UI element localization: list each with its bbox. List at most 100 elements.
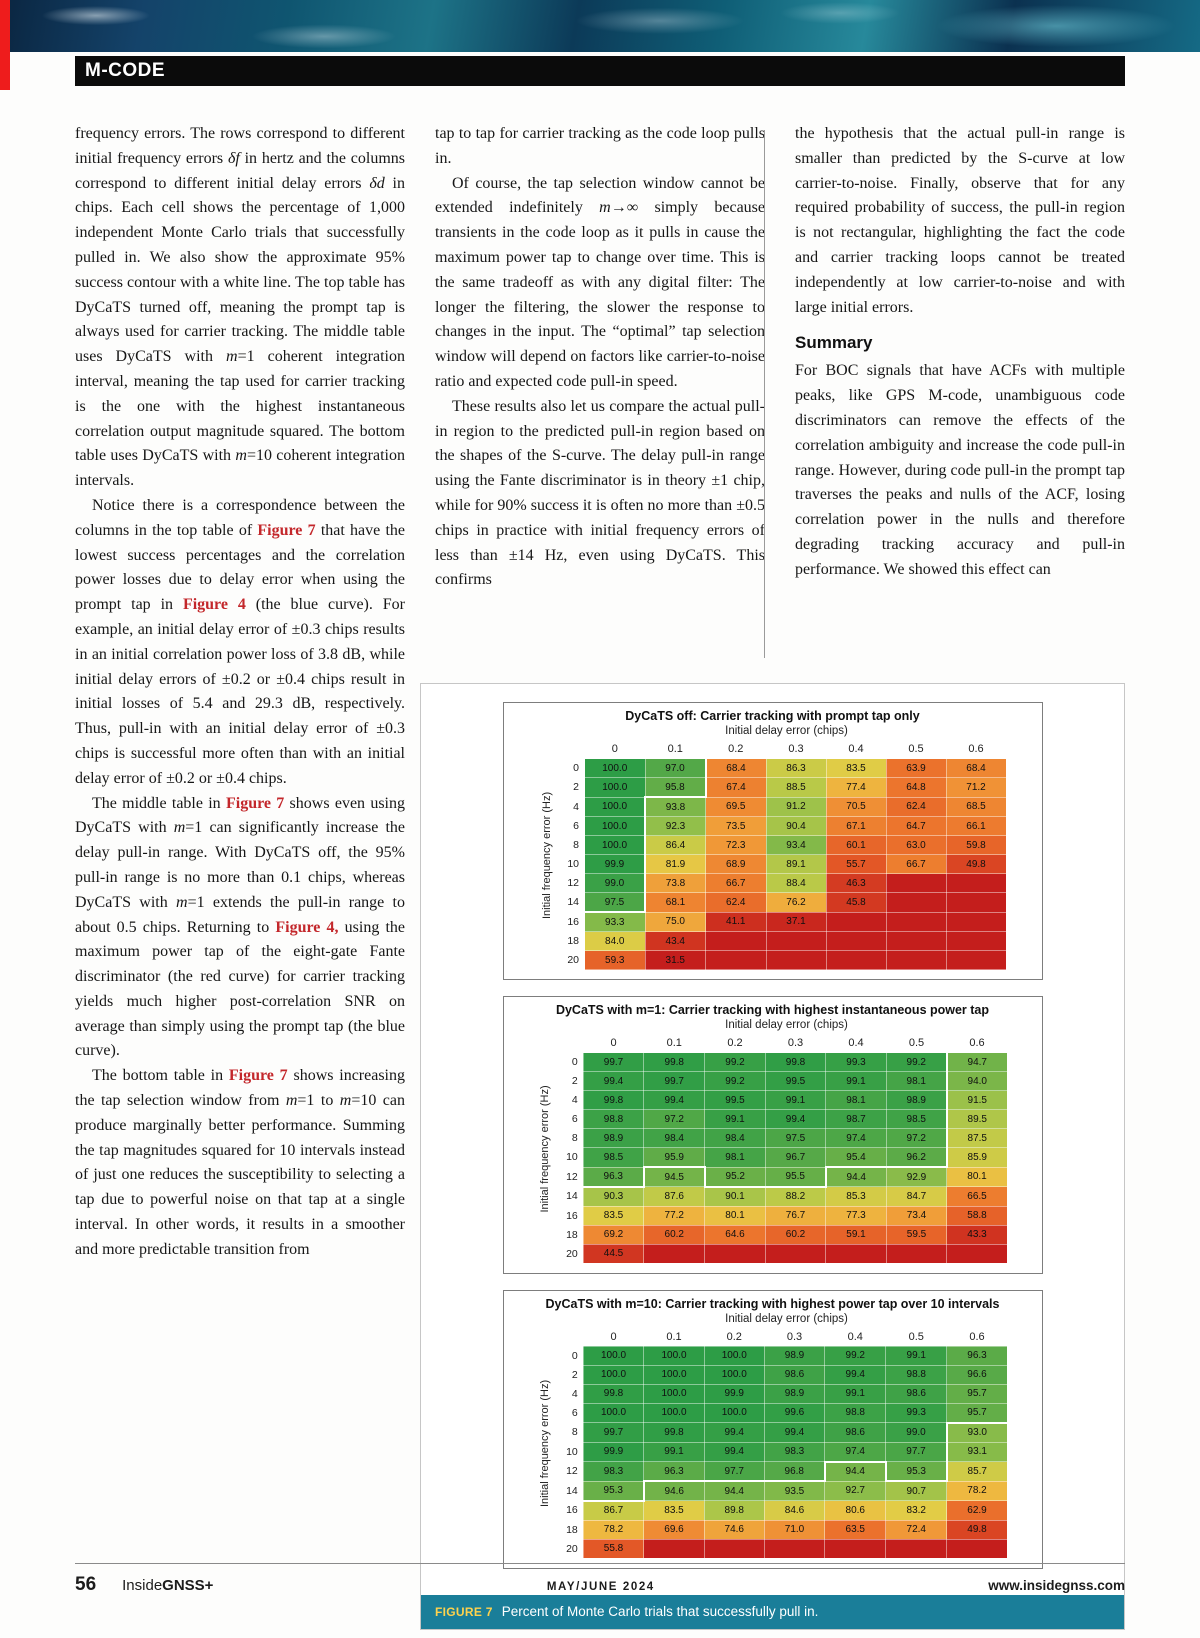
heatmap-cell: 93.1 <box>946 1441 1008 1462</box>
heatmap-cell: 96.3 <box>643 1461 705 1482</box>
heatmap-cell <box>885 1538 948 1559</box>
column-header: 0.6 <box>969 1037 985 1049</box>
column-header: 0.4 <box>847 1330 863 1343</box>
heatmap-cell: 87.5 <box>946 1128 1008 1148</box>
heatmap-cell: 98.8 <box>824 1402 887 1423</box>
heatmap-cell: 64.8 <box>885 777 947 798</box>
heatmap-cell: 96.3 <box>582 1166 645 1188</box>
heatmap-cell: 100.0 <box>703 1345 765 1366</box>
heatmap-cell: 87.6 <box>643 1186 706 1207</box>
heatmap-panel-dycats-off: DyCaTS off: Carrier tracking with prompt… <box>502 702 1043 980</box>
paragraph: frequency errors. The rows correspond to… <box>75 125 405 490</box>
heatmap-cell: 92.7 <box>824 1480 887 1501</box>
heatmap-cell: 97.7 <box>885 1441 948 1462</box>
heatmap-cell: 62.4 <box>885 796 947 817</box>
page-number: 56 <box>75 1574 97 1595</box>
heatmap-cell: 99.8 <box>582 1383 645 1404</box>
heatmap-cell: 100.0 <box>584 835 646 855</box>
heatmap-cell: 66.7 <box>885 854 947 874</box>
heatmap-cell: 99.3 <box>825 1052 887 1072</box>
heatmap-cell <box>825 931 887 951</box>
row-label: 6 <box>571 1113 578 1125</box>
heatmap-cell: 77.3 <box>825 1205 887 1226</box>
heatmap-cell <box>825 911 887 932</box>
heatmap-cell <box>885 950 947 970</box>
heatmap-cell: 98.5 <box>582 1147 645 1168</box>
column-header: 0.1 <box>666 1037 682 1049</box>
column-header: 0.3 <box>786 1330 803 1343</box>
heatmap-cell: 96.6 <box>946 1364 1008 1385</box>
heatmap-cell: 99.1 <box>764 1090 827 1110</box>
heatmap-grid: 0 0.1 0.2 0.3 0.4 0.5 0.6 0 99.7 99.8 99.2 99.8 99.3… <box>555 1034 1008 1264</box>
figure-reference: Figure 7 <box>228 1067 288 1085</box>
heatmap-cell: 86.7 <box>582 1500 645 1521</box>
heatmap-cell: 90.7 <box>885 1480 948 1501</box>
row-label: 2 <box>571 1368 578 1381</box>
heatmap-cell: 97.5 <box>584 892 646 913</box>
heatmap-panel-dycats-m10: DyCaTS with m=10: Carrier tracking with … <box>502 1289 1043 1569</box>
heatmap-cell <box>643 1243 706 1264</box>
heatmap-x-axis-label: Initial delay error (chips) <box>725 1019 848 1031</box>
row-label: 8 <box>573 839 579 851</box>
heatmap-cell: 99.9 <box>703 1383 765 1404</box>
heatmap-cell: 72.3 <box>705 835 767 855</box>
heatmap-cell: 97.5 <box>764 1128 827 1148</box>
heatmap-cell: 99.9 <box>584 854 646 874</box>
heatmap-cell <box>765 950 827 970</box>
heatmap-cell: 91.5 <box>946 1090 1008 1110</box>
heatmap-cell: 59.8 <box>945 835 1007 855</box>
heatmap-cell: 99.7 <box>643 1071 706 1091</box>
heatmap-grid: 0 0.1 0.2 0.3 0.4 0.5 0.6 0 100.0 97.0 68.4 86.3 83.… <box>557 740 1007 970</box>
heatmap-title: DyCaTS off: Carrier tracking with prompt… <box>625 709 920 723</box>
heatmap-cell: 100.0 <box>703 1364 765 1385</box>
heatmap-cell: 100.0 <box>582 1364 645 1385</box>
section-banner: M-CODE <box>75 56 1125 86</box>
paragraph: Notice there is a correspondence between… <box>75 496 406 787</box>
heatmap-title: DyCaTS with m=10: Carrier tracking with … <box>545 1296 1000 1311</box>
heatmap-cell: 97.2 <box>885 1128 948 1148</box>
heatmap-cell: 89.1 <box>765 854 827 874</box>
heatmap-cell <box>703 1538 765 1559</box>
heatmap-cell: 88.4 <box>765 873 827 893</box>
heatmap-cell: 85.7 <box>946 1461 1008 1482</box>
heatmap-cell: 99.2 <box>704 1071 766 1091</box>
heatmap-cell: 60.2 <box>643 1224 706 1245</box>
heatmap-cell: 99.1 <box>825 1071 887 1091</box>
heatmap-cell: 94.7 <box>946 1052 1008 1072</box>
heatmap-cell <box>885 892 947 913</box>
heatmap-cell: 98.9 <box>582 1128 645 1148</box>
heatmap-cell: 59.1 <box>825 1224 887 1245</box>
heatmap-cell: 78.2 <box>946 1480 1008 1501</box>
column-header: 0.3 <box>788 743 804 755</box>
heatmap-cell: 96.8 <box>763 1461 826 1482</box>
heatmap-cell: 73.4 <box>885 1205 948 1226</box>
heatmap-cell: 68.5 <box>945 796 1007 817</box>
heatmap-cell: 99.2 <box>704 1052 766 1072</box>
heatmap-cell: 99.4 <box>703 1441 765 1462</box>
row-label: 16 <box>566 1504 578 1517</box>
heatmap-cell: 84.7 <box>885 1186 948 1207</box>
heatmap-cell: 98.3 <box>763 1441 826 1462</box>
issue-date: MAY/JUNE 2024 <box>546 1581 655 1593</box>
heatmap-cell: 83.2 <box>885 1500 948 1521</box>
heatmap-cell: 98.8 <box>582 1109 645 1129</box>
heatmap-cell: 99.1 <box>824 1383 887 1404</box>
heatmap-panel-dycats-m1: DyCaTS with m=1: Carrier tracking with h… <box>502 996 1043 1274</box>
heatmap-cell: 45.8 <box>825 892 887 913</box>
footer: 56 InsideGNSS+ MAY/JUNE 2024 www.insideg… <box>75 1574 1125 1596</box>
heatmap-cell: 66.7 <box>705 873 767 893</box>
heatmap-cell: 59.5 <box>885 1224 948 1245</box>
heatmap-cell <box>763 1538 826 1559</box>
heatmap-cell: 68.9 <box>705 854 767 874</box>
figure-reference: Figure 7 <box>257 521 316 539</box>
heatmap-cell: 98.9 <box>763 1345 826 1366</box>
heatmap-cell: 98.6 <box>824 1422 887 1443</box>
column-header: 0.1 <box>667 743 683 755</box>
row-label: 8 <box>571 1426 578 1439</box>
brand-suffix: GNSS+ <box>162 1577 214 1594</box>
heatmap-cell: 89.8 <box>703 1500 765 1521</box>
heatmap-cell: 99.8 <box>643 1422 705 1443</box>
heatmap-cell: 100.0 <box>584 796 646 817</box>
heatmap-cell <box>643 1538 705 1559</box>
heatmap-cell: 98.6 <box>763 1364 826 1385</box>
